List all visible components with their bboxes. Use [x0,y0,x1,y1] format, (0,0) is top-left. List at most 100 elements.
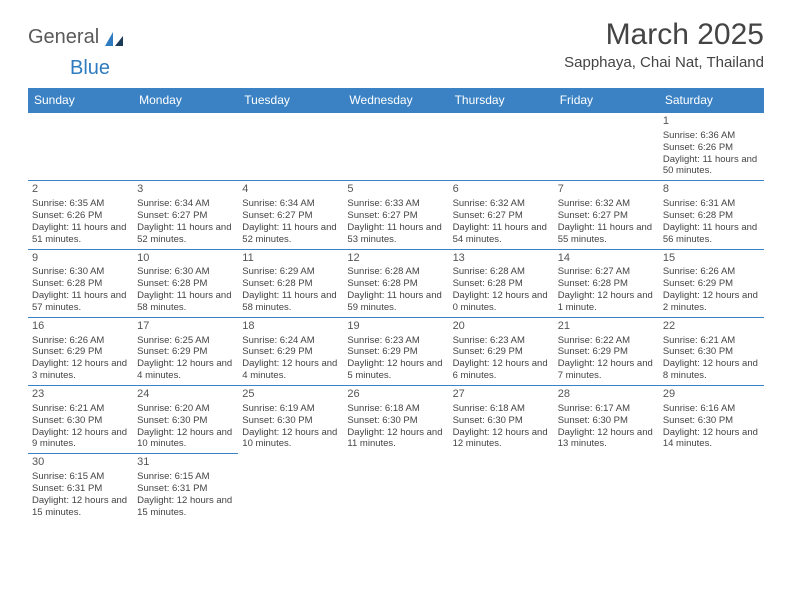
calendar-row: 9Sunrise: 6:30 AMSunset: 6:28 PMDaylight… [28,249,764,317]
sunrise-text: Sunrise: 6:17 AM [558,403,655,415]
sunset-text: Sunset: 6:27 PM [558,210,655,222]
daylight-text: Daylight: 12 hours and 6 minutes. [453,358,550,382]
calendar-cell: 15Sunrise: 6:26 AMSunset: 6:29 PMDayligh… [659,249,764,317]
sunset-text: Sunset: 6:30 PM [453,415,550,427]
calendar-cell: 3Sunrise: 6:34 AMSunset: 6:27 PMDaylight… [133,181,238,249]
sunrise-text: Sunrise: 6:18 AM [453,403,550,415]
daylight-text: Daylight: 12 hours and 14 minutes. [663,427,760,451]
daylight-text: Daylight: 11 hours and 52 minutes. [242,222,339,246]
day-number: 11 [242,252,339,266]
daylight-text: Daylight: 12 hours and 7 minutes. [558,358,655,382]
sunset-text: Sunset: 6:29 PM [453,346,550,358]
day-number: 8 [663,183,760,197]
sunset-text: Sunset: 6:27 PM [453,210,550,222]
day-number: 7 [558,183,655,197]
weekday-header: Monday [133,88,238,113]
sunrise-text: Sunrise: 6:36 AM [663,130,760,142]
calendar-cell [133,113,238,181]
sunrise-text: Sunrise: 6:22 AM [558,335,655,347]
calendar-cell [449,113,554,181]
location: Sapphaya, Chai Nat, Thailand [564,54,764,71]
sunrise-text: Sunrise: 6:34 AM [137,198,234,210]
daylight-text: Daylight: 12 hours and 15 minutes. [137,495,234,519]
calendar-row: 1Sunrise: 6:36 AMSunset: 6:26 PMDaylight… [28,113,764,181]
calendar-cell: 1Sunrise: 6:36 AMSunset: 6:26 PMDaylight… [659,113,764,181]
daylight-text: Daylight: 12 hours and 12 minutes. [453,427,550,451]
day-number: 29 [663,388,760,402]
calendar-cell: 9Sunrise: 6:30 AMSunset: 6:28 PMDaylight… [28,249,133,317]
daylight-text: Daylight: 11 hours and 54 minutes. [453,222,550,246]
sunset-text: Sunset: 6:28 PM [347,278,444,290]
calendar-cell: 16Sunrise: 6:26 AMSunset: 6:29 PMDayligh… [28,317,133,385]
daylight-text: Daylight: 12 hours and 0 minutes. [453,290,550,314]
calendar-cell: 27Sunrise: 6:18 AMSunset: 6:30 PMDayligh… [449,386,554,454]
sunrise-text: Sunrise: 6:28 AM [453,266,550,278]
sunrise-text: Sunrise: 6:15 AM [137,471,234,483]
calendar-row: 16Sunrise: 6:26 AMSunset: 6:29 PMDayligh… [28,317,764,385]
day-number: 23 [32,388,129,402]
sunset-text: Sunset: 6:30 PM [32,415,129,427]
sunset-text: Sunset: 6:31 PM [137,483,234,495]
day-number: 3 [137,183,234,197]
daylight-text: Daylight: 11 hours and 58 minutes. [242,290,339,314]
sunrise-text: Sunrise: 6:30 AM [32,266,129,278]
day-number: 1 [663,115,760,129]
calendar-cell: 4Sunrise: 6:34 AMSunset: 6:27 PMDaylight… [238,181,343,249]
sunset-text: Sunset: 6:29 PM [137,346,234,358]
day-number: 28 [558,388,655,402]
day-number: 14 [558,252,655,266]
sunrise-text: Sunrise: 6:20 AM [137,403,234,415]
day-number: 16 [32,320,129,334]
sunrise-text: Sunrise: 6:27 AM [558,266,655,278]
calendar-cell: 7Sunrise: 6:32 AMSunset: 6:27 PMDaylight… [554,181,659,249]
sunrise-text: Sunrise: 6:32 AM [453,198,550,210]
calendar-cell: 17Sunrise: 6:25 AMSunset: 6:29 PMDayligh… [133,317,238,385]
calendar-cell: 26Sunrise: 6:18 AMSunset: 6:30 PMDayligh… [343,386,448,454]
calendar-cell [659,454,764,522]
day-number: 4 [242,183,339,197]
day-number: 31 [137,456,234,470]
calendar-cell: 20Sunrise: 6:23 AMSunset: 6:29 PMDayligh… [449,317,554,385]
calendar-cell: 14Sunrise: 6:27 AMSunset: 6:28 PMDayligh… [554,249,659,317]
daylight-text: Daylight: 11 hours and 55 minutes. [558,222,655,246]
weekday-header: Wednesday [343,88,448,113]
daylight-text: Daylight: 12 hours and 4 minutes. [137,358,234,382]
sunrise-text: Sunrise: 6:29 AM [242,266,339,278]
sunset-text: Sunset: 6:31 PM [32,483,129,495]
calendar-cell: 6Sunrise: 6:32 AMSunset: 6:27 PMDaylight… [449,181,554,249]
sunrise-text: Sunrise: 6:23 AM [453,335,550,347]
sunset-text: Sunset: 6:28 PM [137,278,234,290]
weekday-header: Saturday [659,88,764,113]
calendar-cell: 24Sunrise: 6:20 AMSunset: 6:30 PMDayligh… [133,386,238,454]
calendar-cell: 8Sunrise: 6:31 AMSunset: 6:28 PMDaylight… [659,181,764,249]
calendar-cell: 30Sunrise: 6:15 AMSunset: 6:31 PMDayligh… [28,454,133,522]
sunrise-text: Sunrise: 6:18 AM [347,403,444,415]
daylight-text: Daylight: 12 hours and 3 minutes. [32,358,129,382]
sunset-text: Sunset: 6:28 PM [32,278,129,290]
calendar-table: Sunday Monday Tuesday Wednesday Thursday… [28,88,764,523]
sunset-text: Sunset: 6:28 PM [558,278,655,290]
daylight-text: Daylight: 12 hours and 2 minutes. [663,290,760,314]
sunset-text: Sunset: 6:30 PM [242,415,339,427]
sunset-text: Sunset: 6:30 PM [137,415,234,427]
sunrise-text: Sunrise: 6:15 AM [32,471,129,483]
sunset-text: Sunset: 6:28 PM [663,210,760,222]
logo: General [28,18,127,49]
sunset-text: Sunset: 6:30 PM [558,415,655,427]
sunrise-text: Sunrise: 6:19 AM [242,403,339,415]
sunrise-text: Sunrise: 6:33 AM [347,198,444,210]
calendar-cell: 10Sunrise: 6:30 AMSunset: 6:28 PMDayligh… [133,249,238,317]
sunset-text: Sunset: 6:30 PM [663,346,760,358]
calendar-cell: 13Sunrise: 6:28 AMSunset: 6:28 PMDayligh… [449,249,554,317]
calendar-cell: 19Sunrise: 6:23 AMSunset: 6:29 PMDayligh… [343,317,448,385]
calendar-cell [28,113,133,181]
sunrise-text: Sunrise: 6:35 AM [32,198,129,210]
weekday-header: Tuesday [238,88,343,113]
calendar-cell [554,454,659,522]
calendar-row: 23Sunrise: 6:21 AMSunset: 6:30 PMDayligh… [28,386,764,454]
calendar-cell: 18Sunrise: 6:24 AMSunset: 6:29 PMDayligh… [238,317,343,385]
day-number: 22 [663,320,760,334]
sunrise-text: Sunrise: 6:21 AM [663,335,760,347]
daylight-text: Daylight: 11 hours and 56 minutes. [663,222,760,246]
day-number: 13 [453,252,550,266]
